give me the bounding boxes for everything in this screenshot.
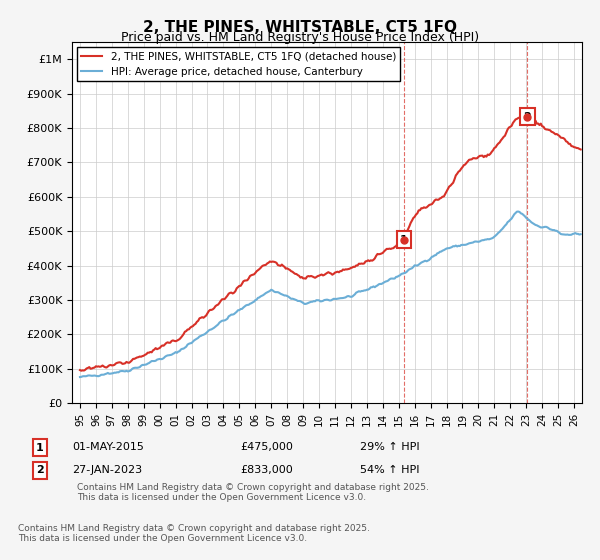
- Text: £833,000: £833,000: [240, 465, 293, 475]
- Text: 1: 1: [36, 443, 44, 453]
- Text: Contains HM Land Registry data © Crown copyright and database right 2025.
This d: Contains HM Land Registry data © Crown c…: [18, 524, 370, 543]
- Text: 54% ↑ HPI: 54% ↑ HPI: [360, 465, 419, 475]
- Text: 2: 2: [523, 111, 531, 122]
- Legend: 2, THE PINES, WHITSTABLE, CT5 1FQ (detached house), HPI: Average price, detached: 2, THE PINES, WHITSTABLE, CT5 1FQ (detac…: [77, 47, 400, 81]
- Text: 1: 1: [400, 235, 408, 245]
- Text: 01-MAY-2015: 01-MAY-2015: [72, 442, 144, 452]
- Text: £475,000: £475,000: [240, 442, 293, 452]
- Text: 2, THE PINES, WHITSTABLE, CT5 1FQ: 2, THE PINES, WHITSTABLE, CT5 1FQ: [143, 20, 457, 35]
- Text: 29% ↑ HPI: 29% ↑ HPI: [360, 442, 419, 452]
- Text: Price paid vs. HM Land Registry's House Price Index (HPI): Price paid vs. HM Land Registry's House …: [121, 31, 479, 44]
- Text: Contains HM Land Registry data © Crown copyright and database right 2025.
This d: Contains HM Land Registry data © Crown c…: [77, 483, 429, 502]
- Text: 2: 2: [36, 465, 44, 475]
- Text: 27-JAN-2023: 27-JAN-2023: [72, 465, 142, 475]
